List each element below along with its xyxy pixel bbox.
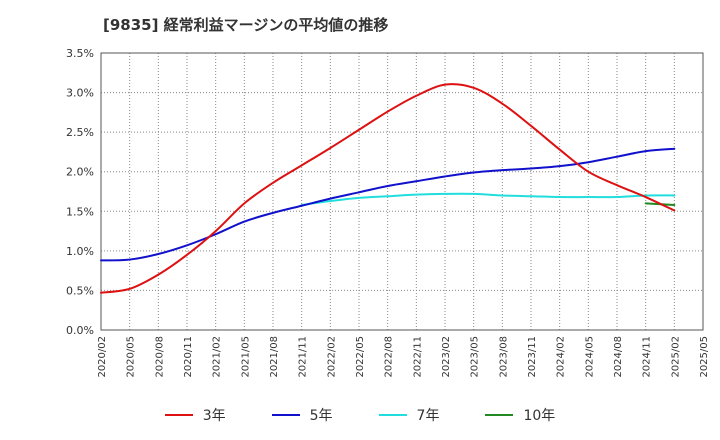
x-tick-label: 2024/05: [584, 336, 595, 378]
legend: 3年 5年 7年 10年: [0, 403, 720, 427]
x-tick-label: 2020/05: [126, 336, 137, 378]
x-tick-label: 2024/11: [642, 336, 653, 378]
legend-swatch: [164, 414, 193, 416]
x-tick-label: 2024/08: [613, 336, 624, 378]
x-tick-label: 2023/05: [470, 336, 481, 378]
x-tick-label: 2022/02: [326, 336, 337, 378]
y-tick-label: 2.0%: [66, 166, 94, 179]
legend-item-3y: 3年: [164, 405, 226, 425]
legend-label: 3年: [202, 408, 226, 424]
y-tick-label: 3.0%: [66, 87, 94, 100]
legend-label: 7年: [416, 408, 440, 424]
legend-swatch: [378, 414, 407, 416]
y-tick-label: 1.0%: [66, 245, 94, 258]
x-tick-label: 2022/11: [412, 336, 423, 378]
x-tick-label: 2021/02: [212, 336, 223, 378]
x-tick-label: 2023/08: [498, 336, 509, 378]
x-tick-label: 2021/11: [298, 336, 309, 378]
x-tick-label: 2020/11: [183, 336, 194, 378]
x-tick-label: 2020/08: [154, 336, 165, 378]
chart-title: [9835] 経常利益マージンの平均値の推移: [103, 16, 389, 34]
plot-frame: [100, 52, 704, 331]
y-tick-label: 1.5%: [66, 205, 94, 218]
grid-layer: [100, 52, 704, 331]
x-tick-label: 2023/02: [441, 336, 452, 378]
y-tick-label: 2.5%: [66, 126, 94, 139]
legend-swatch: [485, 414, 514, 416]
series-3y-line: [100, 83, 676, 294]
x-tick-label: 2021/05: [240, 336, 251, 378]
x-tick-label: 2024/02: [556, 336, 567, 378]
legend-label: 5年: [309, 408, 333, 424]
legend-swatch: [271, 414, 300, 416]
axis-layer: 0.0% 0.5% 1.0% 1.5% 2.0% 2.5% 3.0% 3.5% 2020/02 2…: [66, 47, 710, 378]
series-5y-line: [100, 147, 676, 262]
x-tick-label: 2021/08: [269, 336, 280, 378]
legend-item-5y: 5年: [271, 405, 333, 425]
x-tick-label: 2025/02: [670, 336, 681, 378]
legend-item-10y: 10年: [485, 405, 555, 425]
x-tick-label: 2022/05: [355, 336, 366, 378]
x-tick-label: 2023/11: [527, 336, 538, 378]
y-tick-label: 3.5%: [66, 47, 94, 60]
y-tick-label: 0.0%: [66, 324, 94, 337]
x-tick-label: 2022/08: [384, 336, 395, 378]
series-layer: [100, 83, 676, 294]
x-tick-label: 2020/02: [97, 336, 108, 378]
series-7y-line: [300, 192, 676, 206]
legend-label: 10年: [523, 408, 556, 424]
x-tick-label: 2025/05: [699, 336, 710, 378]
y-tick-label: 0.5%: [66, 284, 94, 297]
legend-item-7y: 7年: [378, 405, 440, 425]
